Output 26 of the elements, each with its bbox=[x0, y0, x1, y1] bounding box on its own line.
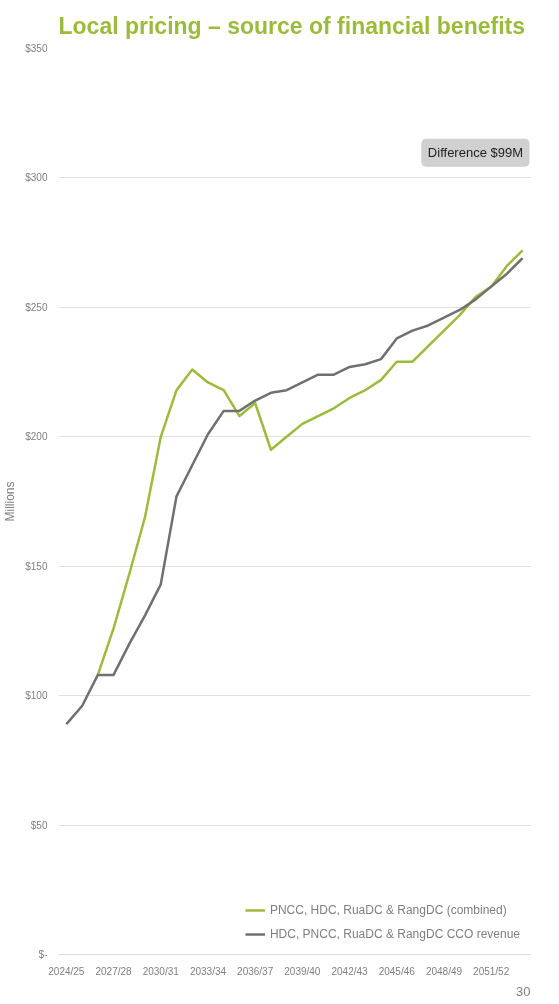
legend-label: HDC, PNCC, RuaDC & RangDC CCO revenue bbox=[269, 927, 520, 941]
y-tick-label: $150 bbox=[25, 560, 48, 572]
y-tick-label: $- bbox=[38, 949, 48, 960]
chart-title: Local pricing – source of financial benefits bbox=[58, 12, 525, 39]
y-tick-label: $200 bbox=[25, 431, 48, 443]
x-tick-label: 2051/52 bbox=[473, 965, 510, 977]
x-tick-label: 2039/40 bbox=[284, 965, 321, 977]
text: 30 bbox=[516, 983, 531, 999]
y-tick-label: $50 bbox=[30, 819, 48, 831]
line-series bbox=[65, 256, 524, 726]
y-tick-label: $350 bbox=[25, 43, 48, 54]
x-tick-label: 2036/37 bbox=[237, 965, 274, 977]
x-tick-label: 2048/49 bbox=[425, 965, 463, 977]
y-tick-label: $250 bbox=[25, 301, 48, 313]
annotation: Difference $99M bbox=[427, 145, 524, 161]
y-tick-label: $300 bbox=[25, 172, 48, 184]
x-tick-label: 2030/31 bbox=[142, 965, 180, 977]
y-tick-label: $100 bbox=[25, 690, 48, 702]
x-tick-label: 2045/46 bbox=[378, 965, 416, 977]
legend-label: PNCC, HDC, RuaDC & RangDC (combined) bbox=[269, 903, 507, 917]
y-axis-title: Millions bbox=[3, 481, 18, 522]
x-tick-label: 2033/34 bbox=[189, 965, 227, 977]
x-tick-label: 2024/25 bbox=[48, 965, 85, 977]
line-series bbox=[96, 249, 524, 677]
x-tick-label: 2027/28 bbox=[95, 965, 133, 977]
x-tick-label: 2042/43 bbox=[331, 965, 369, 977]
